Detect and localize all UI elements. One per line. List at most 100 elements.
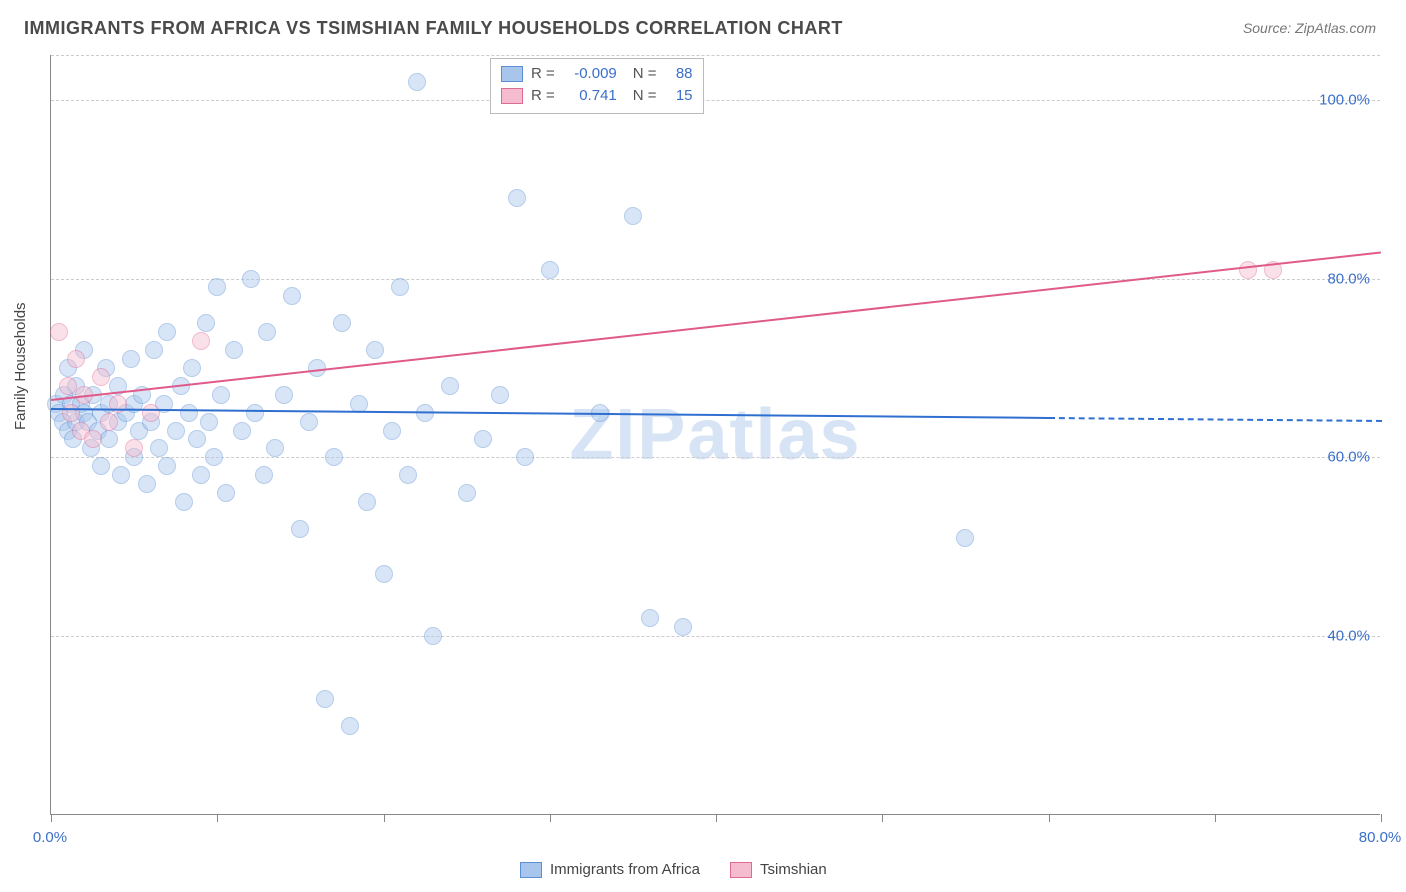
scatter-plot-area: ZIPatlas 40.0% 60.0% 80.0% 100.0%	[50, 55, 1380, 815]
scatter-point-tsim	[50, 323, 68, 341]
r-label: R =	[531, 63, 555, 85]
scatter-point-africa	[441, 377, 459, 395]
legend-row-tsimshian: R = 0.741 N = 15	[501, 85, 693, 107]
y-tick-label: 60.0%	[1327, 449, 1370, 466]
scatter-point-africa	[624, 207, 642, 225]
scatter-point-africa	[158, 457, 176, 475]
scatter-point-africa	[175, 493, 193, 511]
scatter-point-tsim	[84, 430, 102, 448]
legend-label-tsimshian: Tsimshian	[760, 861, 827, 878]
scatter-point-africa	[225, 341, 243, 359]
scatter-point-tsim	[62, 404, 80, 422]
scatter-point-africa	[300, 413, 318, 431]
scatter-point-africa	[458, 484, 476, 502]
y-axis-label: Family Households	[12, 302, 29, 430]
scatter-point-africa	[956, 529, 974, 547]
swatch-tsimshian	[501, 88, 523, 104]
n-label: N =	[633, 63, 657, 85]
legend-label-africa: Immigrants from Africa	[550, 861, 700, 878]
x-tick	[716, 814, 717, 822]
n-label: N =	[633, 85, 657, 107]
scatter-point-africa	[358, 493, 376, 511]
swatch-africa	[520, 862, 542, 878]
scatter-point-africa	[474, 430, 492, 448]
scatter-point-africa	[255, 466, 273, 484]
scatter-point-africa	[674, 618, 692, 636]
gridline	[51, 55, 1380, 56]
scatter-point-africa	[508, 189, 526, 207]
scatter-point-africa	[205, 448, 223, 466]
n-value-tsimshian: 15	[665, 85, 693, 107]
scatter-point-africa	[516, 448, 534, 466]
scatter-point-africa	[180, 404, 198, 422]
scatter-point-africa	[158, 323, 176, 341]
scatter-point-africa	[333, 314, 351, 332]
scatter-point-africa	[283, 287, 301, 305]
scatter-point-africa	[145, 341, 163, 359]
x-tick	[1049, 814, 1050, 822]
scatter-point-africa	[266, 439, 284, 457]
scatter-point-africa	[275, 386, 293, 404]
x-tick	[51, 814, 52, 822]
scatter-point-africa	[641, 609, 659, 627]
scatter-point-africa	[192, 466, 210, 484]
scatter-point-africa	[122, 350, 140, 368]
scatter-point-tsim	[1239, 261, 1257, 279]
x-tick	[550, 814, 551, 822]
x-tick	[217, 814, 218, 822]
scatter-point-africa	[383, 422, 401, 440]
scatter-point-tsim	[125, 439, 143, 457]
r-value-africa: -0.009	[563, 63, 617, 85]
r-label: R =	[531, 85, 555, 107]
scatter-point-africa	[491, 386, 509, 404]
scatter-point-africa	[341, 717, 359, 735]
scatter-point-africa	[138, 475, 156, 493]
scatter-point-africa	[246, 404, 264, 422]
x-tick-label: 0.0%	[33, 829, 67, 846]
scatter-point-africa	[217, 484, 235, 502]
chart-title: IMMIGRANTS FROM AFRICA VS TSIMSHIAN FAMI…	[24, 18, 843, 39]
legend-item-tsimshian: Tsimshian	[730, 861, 827, 878]
swatch-africa	[501, 66, 523, 82]
zipatlas-watermark: ZIPatlas	[569, 394, 861, 476]
scatter-point-tsim	[100, 413, 118, 431]
scatter-point-africa	[258, 323, 276, 341]
scatter-point-africa	[424, 627, 442, 645]
x-tick-label: 80.0%	[1359, 829, 1402, 846]
scatter-point-africa	[150, 439, 168, 457]
y-tick-label: 100.0%	[1319, 91, 1370, 108]
scatter-point-africa	[391, 278, 409, 296]
scatter-point-africa	[366, 341, 384, 359]
scatter-point-tsim	[59, 377, 77, 395]
scatter-point-africa	[325, 448, 343, 466]
series-legend: Immigrants from Africa Tsimshian	[520, 861, 827, 878]
scatter-point-africa	[233, 422, 251, 440]
scatter-point-africa	[200, 413, 218, 431]
scatter-point-africa	[375, 565, 393, 583]
scatter-point-africa	[399, 466, 417, 484]
legend-item-africa: Immigrants from Africa	[520, 861, 700, 878]
swatch-tsimshian	[730, 862, 752, 878]
scatter-point-africa	[212, 386, 230, 404]
legend-row-africa: R = -0.009 N = 88	[501, 63, 693, 85]
y-tick-label: 80.0%	[1327, 270, 1370, 287]
scatter-point-africa	[188, 430, 206, 448]
y-tick-label: 40.0%	[1327, 628, 1370, 645]
scatter-point-africa	[291, 520, 309, 538]
scatter-point-tsim	[67, 350, 85, 368]
scatter-point-africa	[92, 457, 110, 475]
scatter-point-africa	[208, 278, 226, 296]
scatter-point-africa	[408, 73, 426, 91]
x-tick	[384, 814, 385, 822]
source-attribution: Source: ZipAtlas.com	[1243, 20, 1376, 36]
n-value-africa: 88	[665, 63, 693, 85]
scatter-point-tsim	[92, 368, 110, 386]
gridline	[51, 457, 1380, 458]
x-tick	[1215, 814, 1216, 822]
scatter-point-africa	[541, 261, 559, 279]
scatter-point-africa	[316, 690, 334, 708]
scatter-point-africa	[242, 270, 260, 288]
scatter-point-africa	[100, 430, 118, 448]
gridline	[51, 100, 1380, 101]
scatter-point-africa	[197, 314, 215, 332]
